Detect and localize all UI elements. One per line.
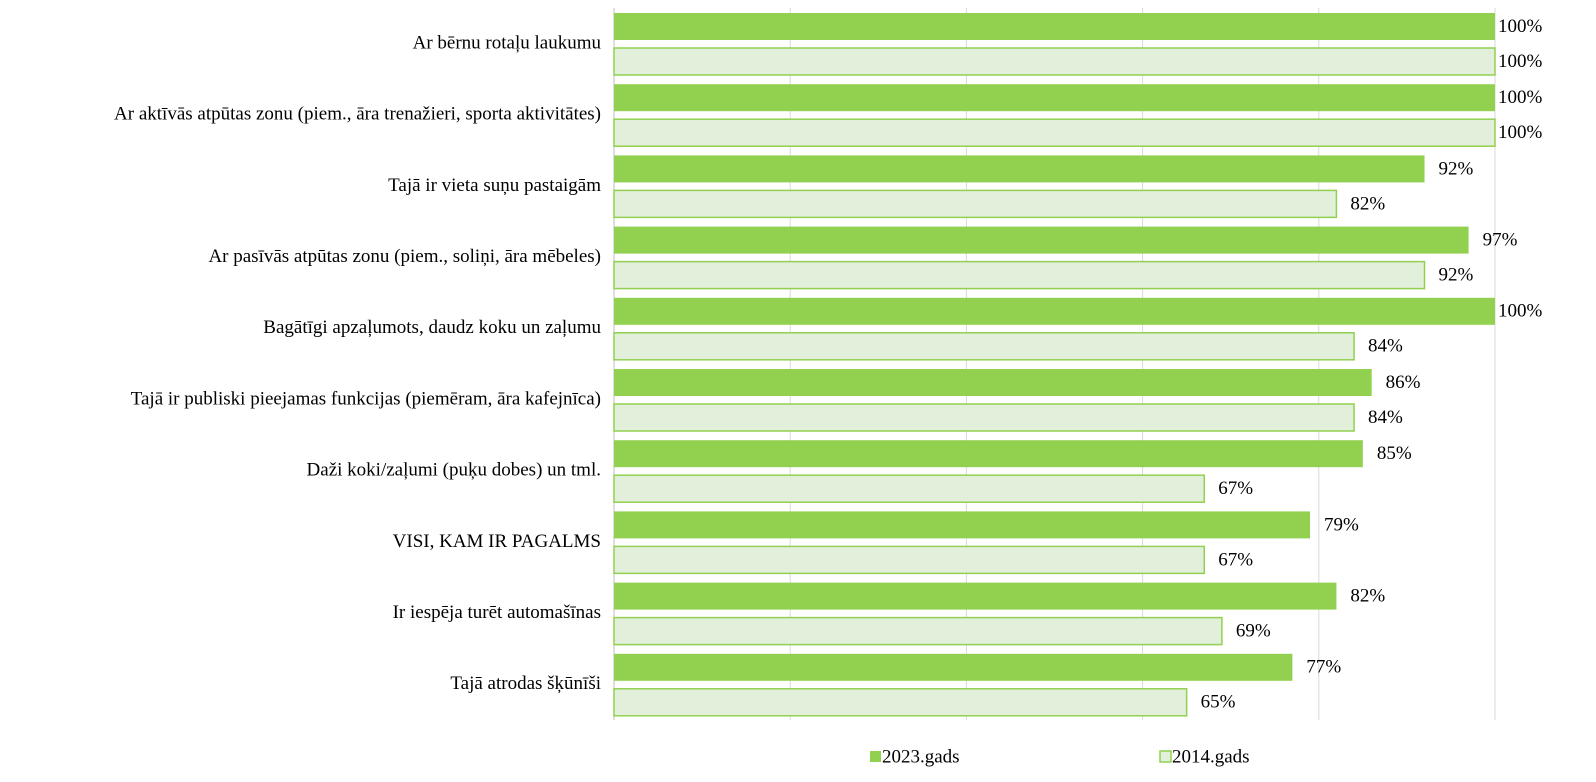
bar — [613, 545, 1206, 575]
bar — [614, 511, 1310, 539]
data-label: 100% — [1498, 122, 1543, 143]
data-label: 69% — [1236, 620, 1271, 641]
bar — [614, 155, 1425, 183]
bar — [613, 189, 1338, 219]
bar — [613, 47, 1496, 76]
data-label: 65% — [1201, 692, 1236, 713]
data-label: 79% — [1324, 514, 1359, 535]
bar — [613, 616, 1223, 646]
category-label: VISI, KAM IR PAGALMS — [393, 531, 601, 552]
bar — [614, 297, 1495, 325]
data-label: 97% — [1483, 229, 1518, 250]
data-label: 100% — [1498, 301, 1543, 322]
data-label: 100% — [1498, 16, 1543, 37]
category-label: Ir iespēja turēt automašīnas — [393, 602, 601, 623]
data-label: 82% — [1350, 585, 1385, 606]
category-label: Tajā atrodas šķūnīši — [450, 673, 601, 694]
data-label: 85% — [1377, 443, 1412, 464]
bar — [613, 403, 1355, 432]
bar — [614, 369, 1372, 396]
data-label: 84% — [1368, 407, 1403, 428]
data-label: 77% — [1306, 657, 1341, 678]
bar — [613, 260, 1426, 290]
legend-swatch — [870, 751, 881, 762]
data-label: 92% — [1439, 158, 1474, 179]
data-label: 92% — [1439, 264, 1474, 285]
data-label: 82% — [1350, 193, 1385, 214]
data-label: 67% — [1218, 478, 1253, 499]
bar — [614, 440, 1363, 468]
bar — [614, 84, 1495, 112]
category-label: Ar bērnu rotaļu laukumu — [413, 32, 602, 53]
category-label: Tajā ir vieta suņu pastaigām — [388, 175, 601, 196]
bar — [613, 332, 1355, 361]
data-label: 100% — [1498, 51, 1543, 72]
data-label: 67% — [1218, 549, 1253, 570]
data-label: 100% — [1498, 87, 1543, 108]
bar — [614, 582, 1337, 610]
category-label: Bagātīgi apzaļumots, daudz koku un zaļum… — [263, 317, 601, 338]
legend-swatch — [1159, 750, 1172, 763]
bar — [614, 226, 1469, 254]
category-label: Tajā ir publiski pieejamas funkcijas (pi… — [131, 388, 601, 409]
bar — [613, 688, 1188, 717]
data-label: 86% — [1386, 372, 1421, 393]
legend-label: 2023.gads — [882, 746, 960, 767]
legend-label: 2014.gads — [1172, 746, 1250, 767]
data-label: 84% — [1368, 336, 1403, 357]
category-label: Ar pasīvās atpūtas zonu (piem., soliņi, … — [208, 246, 601, 267]
category-label: Ar aktīvās atpūtas zonu (piem., āra tren… — [114, 104, 601, 125]
bar — [613, 474, 1206, 503]
bar — [614, 653, 1293, 681]
category-label: Daži koki/zaļumi (puķu dobes) un tml. — [307, 460, 601, 481]
bar — [613, 118, 1496, 147]
bar — [614, 13, 1495, 40]
